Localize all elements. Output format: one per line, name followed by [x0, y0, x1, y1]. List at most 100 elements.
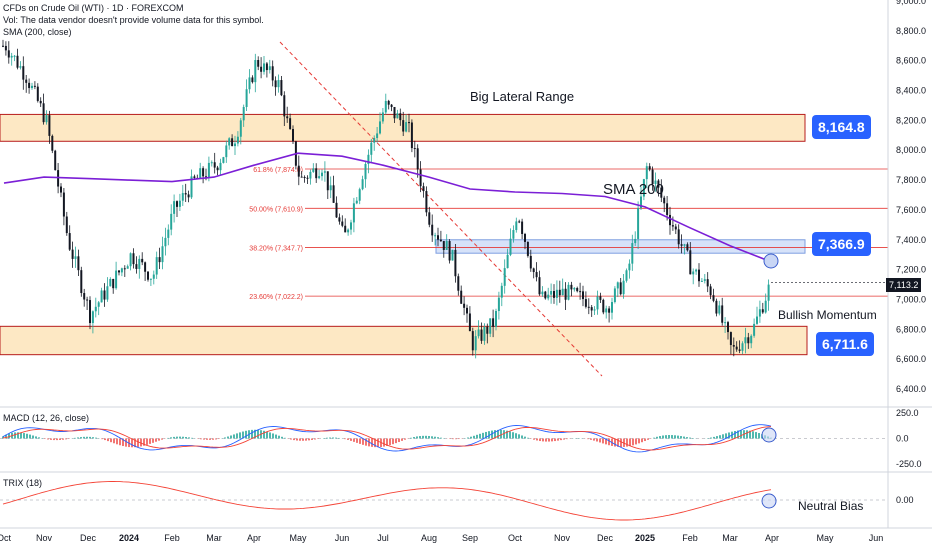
candle — [558, 280, 561, 303]
macd-histogram-bar — [473, 435, 475, 439]
candle — [123, 265, 126, 277]
macd-histogram-bar — [665, 435, 667, 439]
chart-title: CFDs on Crude Oil (WTI) · 1D · FOREXCOM — [3, 3, 184, 13]
macd-histogram-bar — [728, 432, 730, 439]
candle — [338, 213, 341, 225]
candle — [761, 302, 764, 314]
candle — [474, 330, 477, 359]
macd-histogram-bar — [518, 434, 520, 439]
macd-histogram-bar — [14, 432, 16, 439]
candle — [715, 298, 718, 317]
candle — [109, 277, 112, 287]
x-tick-label: Feb — [682, 533, 698, 543]
touch-marker — [763, 253, 779, 269]
candle — [364, 160, 367, 188]
candle — [155, 251, 158, 279]
last-price-tag: 7,113.2 — [886, 278, 922, 292]
macd-histogram-bar — [662, 435, 664, 439]
bullish-momentum-label: Bullish Momentum — [778, 308, 877, 322]
macd-histogram-bar — [389, 438, 391, 446]
candle — [181, 184, 184, 206]
y-tick-label: 7,200.0 — [896, 265, 926, 275]
macd-histogram-bar — [362, 438, 364, 445]
macd-histogram-bar — [83, 436, 85, 439]
macd-histogram-bar — [392, 438, 394, 445]
candle — [695, 268, 698, 275]
candle — [445, 234, 448, 251]
candle — [292, 125, 294, 144]
candle — [19, 61, 22, 70]
candle — [387, 99, 390, 110]
candle — [764, 293, 767, 314]
macd-histogram-bar — [524, 436, 526, 439]
macd-histogram-bar — [272, 433, 274, 439]
candle — [347, 228, 350, 236]
macd-histogram-bar — [440, 437, 442, 439]
candle — [634, 231, 637, 246]
candle — [202, 166, 205, 184]
macd-histogram-bar — [536, 438, 538, 441]
candle — [242, 104, 245, 127]
macd-histogram-bar — [491, 430, 493, 439]
candle — [33, 81, 36, 90]
macd-histogram-bar — [500, 429, 502, 439]
candle — [758, 300, 761, 323]
candle — [384, 93, 387, 115]
candle — [274, 76, 277, 96]
macd-histogram-bar — [35, 436, 37, 439]
x-tick-label: Sep — [462, 533, 478, 543]
macd-legend: MACD (12, 26, close) — [3, 413, 90, 423]
candle — [674, 223, 677, 235]
candle — [526, 241, 529, 258]
macd-histogram-bar — [683, 436, 685, 439]
x-tick-label: Dec — [80, 533, 97, 543]
macd-histogram-bar — [602, 438, 604, 444]
macd-histogram-bar — [458, 438, 460, 440]
candle — [16, 48, 19, 70]
macd-histogram-bar — [143, 438, 145, 446]
candle — [753, 318, 756, 338]
candle — [370, 138, 373, 163]
macd-histogram-bar — [230, 435, 232, 439]
candle — [260, 57, 263, 79]
candle — [199, 162, 202, 179]
macd-histogram-bar — [236, 433, 238, 439]
macd-histogram-bar — [371, 438, 373, 447]
macd-histogram-bar — [410, 437, 412, 439]
x-tick-label: Nov — [36, 533, 53, 543]
candle — [280, 76, 283, 97]
candle — [434, 232, 437, 246]
y-tick-label: 7,000.0 — [896, 294, 926, 304]
macd-histogram-bar — [38, 437, 40, 439]
candle — [506, 248, 509, 269]
macd-line — [2, 424, 772, 453]
candle — [767, 279, 770, 311]
macd-histogram-bar — [290, 438, 292, 440]
macd-histogram-bar — [302, 438, 304, 441]
x-tick-label: Oct — [0, 533, 11, 543]
candle — [318, 169, 321, 180]
candle — [524, 232, 526, 250]
candle — [721, 297, 724, 326]
macd-histogram-bar — [740, 430, 742, 439]
macd-histogram-bar — [395, 438, 397, 444]
candle — [669, 206, 671, 235]
candle — [89, 296, 91, 330]
candle — [587, 298, 590, 315]
x-tick-label: Aug — [421, 533, 437, 543]
candle — [599, 292, 602, 303]
macd-histogram-bar — [89, 436, 91, 439]
macd-histogram-bar — [326, 437, 328, 439]
macd-histogram-bar — [191, 437, 193, 439]
candle — [45, 110, 48, 125]
macd-histogram-bar — [425, 435, 427, 439]
sma-200-label: SMA 200 — [603, 181, 664, 198]
macd-histogram-bar — [20, 432, 22, 439]
macd-histogram-bar — [416, 436, 418, 439]
candle — [416, 144, 419, 178]
candle — [170, 204, 173, 236]
candle — [289, 113, 292, 130]
macd-histogram-bar — [401, 438, 403, 441]
macd-histogram-bar — [2, 436, 4, 439]
